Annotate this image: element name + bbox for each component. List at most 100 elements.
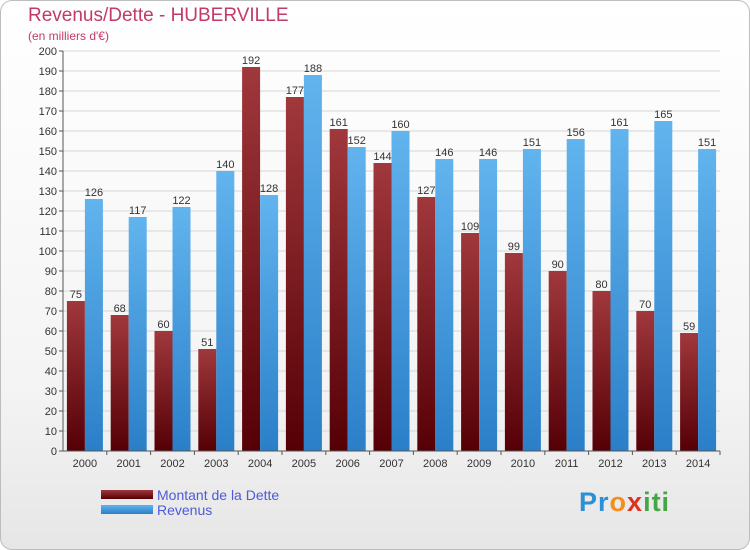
x-tick-label: 2006	[335, 458, 359, 470]
y-tick-label: 100	[39, 246, 57, 258]
bar-dette	[285, 97, 304, 451]
data-labels: 7512668117601225114019212817718816115214…	[70, 55, 717, 349]
bars	[66, 67, 717, 451]
x-tick-label: 2010	[511, 458, 535, 470]
data-label: 165	[654, 109, 672, 121]
chart-title: Revenus/Dette - HUBERVILLE	[28, 5, 289, 26]
y-tick-label: 120	[39, 206, 57, 218]
x-tick-label: 2009	[467, 458, 491, 470]
data-label: 144	[373, 151, 391, 163]
bar-dette	[110, 315, 129, 451]
bar-dette	[242, 67, 261, 451]
data-label: 109	[461, 221, 479, 233]
bar-revenus	[479, 159, 498, 451]
y-tick-label: 200	[39, 46, 57, 58]
data-label: 177	[286, 85, 304, 97]
logo-part-3: x	[627, 487, 644, 517]
bar-revenus	[435, 159, 454, 451]
bar-dette	[154, 331, 173, 451]
x-tick-label: 2001	[116, 458, 140, 470]
logo-part-2: o	[609, 487, 628, 517]
y-tick-label: 40	[45, 366, 57, 378]
y-tick-label: 130	[39, 186, 57, 198]
y-tick-label: 110	[39, 226, 57, 238]
bar-revenus	[260, 195, 279, 451]
y-tick-label: 70	[45, 306, 57, 318]
bar-revenus	[84, 199, 103, 451]
bar-dette	[504, 253, 523, 451]
data-label: 59	[683, 321, 695, 333]
legend-item-debt: Montant de la Dette	[101, 486, 280, 503]
bar-dette	[680, 333, 699, 451]
y-tick-label: 180	[39, 86, 57, 98]
data-label: 128	[260, 183, 278, 195]
data-label: 146	[435, 147, 453, 159]
x-tick-label: 2007	[379, 458, 403, 470]
y-tick-label: 0	[51, 446, 57, 458]
data-label: 70	[639, 299, 651, 311]
bar-revenus	[391, 131, 410, 451]
bar-dette	[461, 233, 480, 451]
data-label: 192	[242, 55, 260, 67]
y-tick-label: 150	[39, 146, 57, 158]
data-label: 126	[85, 187, 103, 199]
legend: Montant de la Dette Revenus	[101, 486, 280, 518]
bar-dette	[373, 163, 392, 451]
data-label: 51	[201, 337, 213, 349]
bar-revenus	[128, 217, 147, 451]
bar-revenus	[172, 207, 191, 451]
bar-revenus	[303, 75, 322, 451]
y-tick-label: 10	[45, 426, 57, 438]
x-tick-label: 2000	[73, 458, 97, 470]
y-tick-label: 90	[45, 266, 57, 278]
y-tick-label: 50	[45, 346, 57, 358]
x-tick-label: 2014	[686, 458, 710, 470]
legend-label-debt: Montant de la Dette	[157, 486, 280, 503]
bar-revenus	[610, 129, 629, 451]
y-tick-label: 170	[39, 106, 57, 118]
chart-subtitle: (en milliers d'€)	[28, 29, 109, 43]
proxiti-logo: Proxiti	[579, 487, 670, 518]
data-label: 151	[698, 137, 716, 149]
bar-dette	[417, 197, 436, 451]
x-tick-label: 2005	[292, 458, 316, 470]
x-tick-label: 2008	[423, 458, 447, 470]
y-tick-label: 160	[39, 126, 57, 138]
bar-revenus	[698, 149, 717, 451]
x-tick-label: 2012	[598, 458, 622, 470]
data-label: 152	[348, 135, 366, 147]
logo-part-1: Pr	[579, 487, 610, 517]
bar-revenus	[566, 139, 585, 451]
data-label: 160	[391, 119, 409, 131]
y-tick-label: 60	[45, 326, 57, 338]
data-label: 151	[523, 137, 541, 149]
data-label: 161	[610, 117, 628, 129]
y-tick-label: 30	[45, 386, 57, 398]
y-tick-label: 80	[45, 286, 57, 298]
x-tick-label: 2002	[160, 458, 184, 470]
data-label: 99	[508, 241, 520, 253]
x-tick-label: 2011	[555, 458, 579, 470]
y-tick-label: 140	[39, 166, 57, 178]
y-tick-label: 190	[39, 66, 57, 78]
axes: 0 10 20 30 40 50 60 70 80 90 100 110 120 130 140 150 160…	[39, 46, 721, 470]
data-label: 75	[70, 289, 82, 301]
legend-item-revenus: Revenus	[101, 502, 279, 518]
data-label: 117	[129, 205, 147, 217]
bar-dette	[548, 271, 567, 451]
data-label: 140	[216, 159, 234, 171]
bar-revenus	[347, 147, 366, 451]
y-tick-label: 20	[45, 406, 57, 418]
x-tick-label: 2004	[248, 458, 272, 470]
bar-dette	[66, 301, 85, 451]
bar-dette	[592, 291, 611, 451]
data-label: 80	[595, 279, 607, 291]
bar-revenus	[216, 171, 235, 451]
data-label: 90	[552, 259, 564, 271]
data-label: 60	[157, 319, 169, 331]
bar-dette	[636, 311, 655, 451]
data-label: 156	[567, 127, 585, 139]
data-label: 127	[417, 185, 435, 197]
bar-dette	[198, 349, 217, 451]
